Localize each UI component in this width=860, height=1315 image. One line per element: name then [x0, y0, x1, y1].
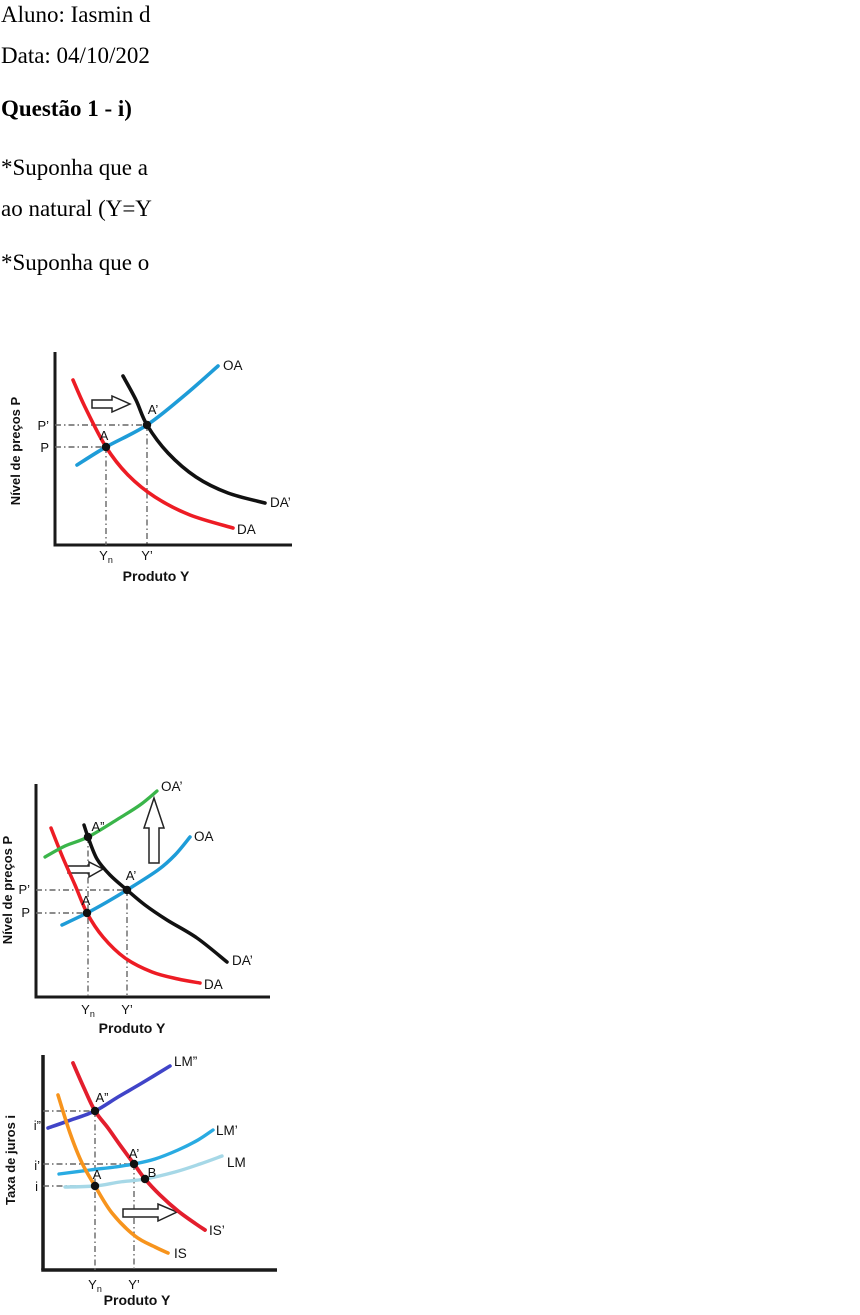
- curve-label-IS2: IS’: [209, 1223, 225, 1238]
- chart-oa-da-2: DA DA’ OA OA’ A A’ A” P’ P Yn Y’ Nível de preços P P…: [0, 779, 270, 1036]
- y-tick-label: i”: [34, 1118, 41, 1133]
- shift-right-arrow-icon: [91, 394, 132, 414]
- curve-DA2: [121, 374, 267, 505]
- y-axis-title: Taxa de juros i: [3, 1115, 18, 1205]
- x-tick-label: Yn: [88, 1277, 102, 1294]
- y-axis-title: Nível de preços P: [0, 835, 15, 944]
- doc-line-questao: Questão 1 - i): [1, 96, 132, 121]
- point-A: [90, 1181, 100, 1191]
- y-tick-label: P’: [37, 418, 49, 433]
- doc-line-data: Data: 04/10/202: [1, 43, 150, 68]
- point-label-B: B: [148, 1165, 157, 1180]
- point-A: [82, 908, 92, 918]
- curve-label-LM3: LM”: [174, 1054, 197, 1069]
- x-tick-label: Y’: [128, 1277, 140, 1292]
- doc-line-suponha-1: *Suponha que a: [1, 155, 148, 180]
- chart-oa-da-1: DA DA’ OA A A’ P’ P Yn Y’ Nível de preços P Produt…: [8, 352, 292, 584]
- curve-label-OA: OA: [194, 829, 214, 844]
- curve-label-LM: LM: [227, 1155, 246, 1170]
- point-label-A3: A”: [92, 819, 105, 834]
- curve-IS: [56, 1093, 170, 1255]
- point-label-A2: A’: [148, 402, 159, 417]
- point-label-A2: A’: [126, 868, 137, 883]
- shift-right-arrow-icon: [67, 860, 105, 879]
- doc-line-natural: ao natural (Y=Y: [1, 196, 152, 221]
- curve-label-DA2: DA’: [270, 495, 291, 510]
- point-B: [140, 1174, 150, 1184]
- point-A3: [90, 1106, 100, 1116]
- x-tick-label: Yn: [81, 1002, 95, 1019]
- point-label-A: A: [82, 893, 91, 908]
- y-tick-label: i: [35, 1179, 38, 1194]
- x-axis-title: Produto Y: [104, 1292, 171, 1308]
- y-tick-label: P: [21, 905, 30, 920]
- y-axis-title: Nível de preços P: [8, 396, 23, 505]
- point-A3: [83, 832, 93, 842]
- x-tick-label: Y’: [141, 548, 153, 563]
- y-tick-label: P’: [18, 882, 30, 897]
- x-tick-label: Y’: [121, 1002, 133, 1017]
- x-axis-title: Produto Y: [123, 568, 190, 584]
- shift-right-arrow-icon: [122, 1202, 179, 1223]
- point-A2: [129, 1159, 139, 1169]
- point-label-A2: A’: [129, 1146, 140, 1161]
- doc-line-suponha-2: *Suponha que o: [1, 250, 150, 275]
- curve-label-DA: DA: [204, 977, 223, 992]
- curve-label-LM2: LM’: [216, 1123, 238, 1138]
- point-label-A3: A”: [96, 1090, 109, 1105]
- point-label-A: A: [93, 1167, 102, 1182]
- doc-line-aluno: Aluno: Iasmin d: [1, 2, 151, 27]
- point-label-A: A: [100, 428, 109, 443]
- curve-label-OA2: OA’: [161, 779, 183, 794]
- curve-DA: [71, 378, 235, 530]
- x-tick-label: Yn: [99, 548, 113, 565]
- curve-label-DA2: DA’: [232, 953, 253, 968]
- chart-is-lm: LM LM’ LM” IS IS’ A” A’ B Ai” i’ i Yn Y’ Taxa de juro…: [3, 1054, 277, 1308]
- curve-LM2: [57, 1128, 215, 1176]
- shift-up-arrow-icon: [142, 795, 166, 864]
- curve-label-IS: IS: [174, 1246, 187, 1261]
- point-A2: [122, 885, 132, 895]
- curve-label-DA: DA: [237, 522, 256, 537]
- curve-label-OA: OA: [223, 358, 243, 373]
- curve-DA: [49, 826, 202, 985]
- y-tick-label: i’: [34, 1158, 40, 1173]
- curve-OA2: [43, 789, 159, 859]
- point-A2: [142, 420, 152, 430]
- point-A: [101, 442, 111, 452]
- x-axis-title: Produto Y: [99, 1020, 166, 1036]
- y-tick-label: P: [40, 440, 49, 455]
